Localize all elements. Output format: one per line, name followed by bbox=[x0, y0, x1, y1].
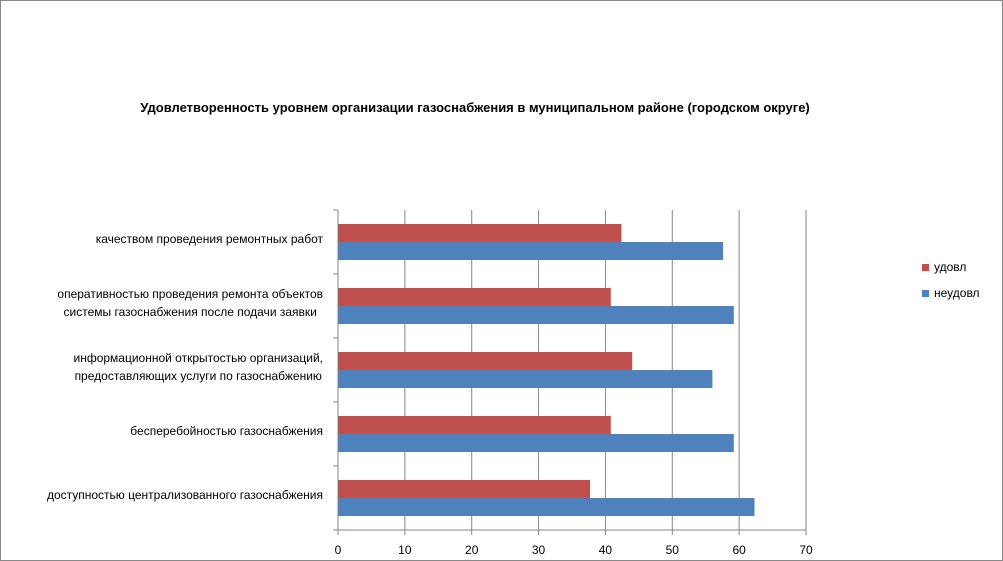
x-tick-label: 60 bbox=[732, 543, 746, 557]
bar-neudovl bbox=[338, 242, 724, 260]
category-label: бесперебойностью газоснабжения bbox=[130, 422, 323, 440]
category-label: качеством проведения ремонтных работ bbox=[96, 230, 323, 248]
bar-neudovl bbox=[338, 434, 734, 452]
bar-udovl bbox=[338, 288, 611, 306]
bar-neudovl bbox=[338, 370, 713, 388]
chart-title: Удовлетворенность уровнем организации га… bbox=[140, 100, 810, 115]
legend-swatch bbox=[922, 290, 929, 297]
category-label: информационной открытостью организаций, п… bbox=[73, 349, 323, 385]
x-tick-label: 30 bbox=[531, 543, 546, 557]
category-label: оперативностью проведения ремонта объект… bbox=[57, 285, 323, 321]
category-label-line: информационной открытостью организаций, bbox=[73, 351, 323, 365]
category-label: доступностью централизованного газоснабж… bbox=[47, 486, 323, 504]
category-label-line: системы газоснабжения после подачи заявк… bbox=[63, 305, 317, 319]
legend-item: удовл bbox=[922, 260, 966, 274]
bar-udovl bbox=[338, 416, 611, 434]
legend-item: неудовл bbox=[922, 286, 980, 300]
x-tick-label: 70 bbox=[799, 543, 813, 557]
legend-label: удовл bbox=[934, 260, 967, 274]
category-label-line: бесперебойностью газоснабжения bbox=[130, 424, 323, 438]
x-tick-label: 10 bbox=[398, 543, 412, 557]
legend-label: неудовл bbox=[934, 286, 980, 300]
category-label-line: предоставляющих услуги по газоснабжению bbox=[74, 369, 322, 383]
bar-neudovl bbox=[338, 498, 755, 516]
bar-udovl bbox=[338, 352, 633, 370]
bar-udovl bbox=[338, 480, 591, 498]
x-tick-label: 0 bbox=[334, 543, 342, 557]
category-label-line: качеством проведения ремонтных работ bbox=[95, 232, 323, 246]
bar-neudovl bbox=[338, 306, 734, 324]
x-tick-label: 40 bbox=[598, 543, 613, 557]
x-tick-label: 50 bbox=[665, 543, 679, 557]
category-label-line: оперативностью проведения ремонта объект… bbox=[57, 287, 323, 301]
x-tick-label: 20 bbox=[465, 543, 479, 557]
legend-swatch bbox=[922, 264, 929, 271]
bar-udovl bbox=[338, 224, 622, 242]
category-label-line: доступностью централизованного газоснабж… bbox=[46, 488, 323, 502]
